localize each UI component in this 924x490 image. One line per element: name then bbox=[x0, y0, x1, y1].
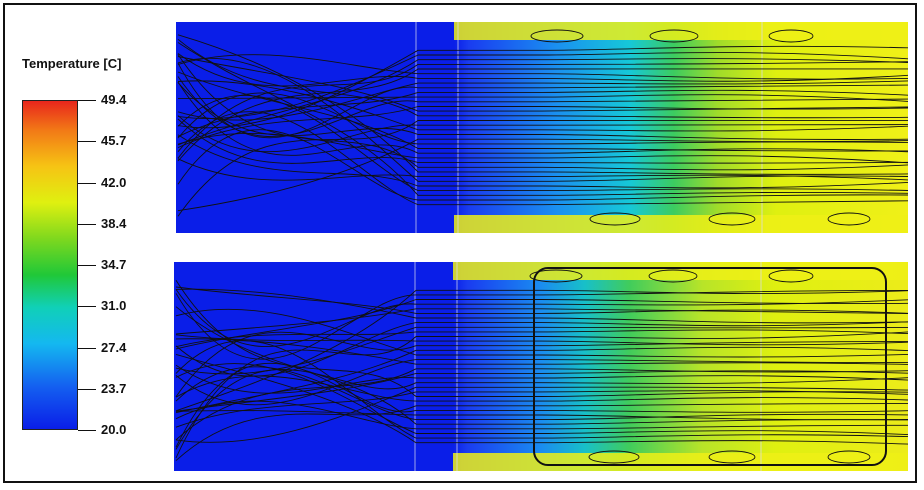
streamline bbox=[177, 118, 908, 164]
streamline bbox=[175, 375, 908, 402]
streamline bbox=[175, 359, 908, 406]
streamline bbox=[175, 289, 908, 412]
streamline bbox=[177, 115, 908, 153]
streamline bbox=[177, 62, 908, 138]
streamline bbox=[177, 129, 908, 201]
streamline bbox=[177, 111, 908, 206]
recirculation-loop bbox=[649, 29, 699, 43]
streamlines bbox=[177, 29, 908, 226]
colorbar-tick-label: 23.7 bbox=[101, 381, 127, 396]
colorbar-tick bbox=[78, 100, 96, 101]
recirculation-loop bbox=[533, 267, 887, 466]
bottom-simulation-panel bbox=[174, 262, 908, 471]
streamline bbox=[175, 308, 908, 335]
streamline bbox=[175, 340, 908, 439]
temperature-colorbar bbox=[22, 100, 78, 430]
colorbar-tick-label: 34.7 bbox=[101, 257, 127, 272]
streamline bbox=[175, 286, 908, 314]
streamline bbox=[175, 306, 908, 425]
streamline bbox=[177, 80, 908, 132]
streamline bbox=[175, 362, 908, 448]
streamlines bbox=[175, 267, 908, 466]
streamline bbox=[177, 134, 908, 189]
recirculation-loop bbox=[708, 450, 756, 464]
streamline bbox=[175, 334, 908, 346]
recirculation-loop bbox=[768, 29, 814, 43]
colorbar-tick-label: 38.4 bbox=[101, 216, 127, 231]
wall-heat-band bbox=[453, 262, 908, 280]
colorbar-tick bbox=[78, 306, 96, 307]
streamline bbox=[175, 299, 908, 350]
streamline bbox=[175, 338, 908, 365]
colorbar-tick bbox=[78, 265, 96, 266]
recirculation-loop bbox=[648, 269, 698, 283]
streamline bbox=[175, 366, 908, 421]
streamline bbox=[175, 364, 908, 394]
colorbar-tick bbox=[78, 183, 96, 184]
streamline bbox=[175, 289, 908, 360]
streamline bbox=[177, 45, 908, 129]
streamline bbox=[175, 363, 908, 436]
streamline bbox=[177, 89, 908, 138]
streamline bbox=[177, 42, 908, 196]
streamline bbox=[175, 331, 908, 398]
streamline bbox=[175, 321, 908, 377]
streamline bbox=[177, 53, 908, 87]
streamline bbox=[175, 403, 908, 461]
streamline bbox=[177, 54, 908, 80]
colorbar-tick-label: 42.0 bbox=[101, 175, 127, 190]
streamline bbox=[175, 386, 908, 443]
streamline bbox=[177, 133, 908, 164]
streamline bbox=[175, 370, 908, 412]
streamline bbox=[175, 390, 908, 428]
streamline bbox=[177, 94, 908, 102]
streamline bbox=[177, 92, 908, 145]
streamline bbox=[175, 288, 908, 324]
streamline bbox=[177, 95, 908, 192]
colorbar-tick bbox=[78, 348, 96, 349]
streamline bbox=[177, 81, 908, 156]
streamline bbox=[175, 353, 908, 445]
streamline bbox=[175, 369, 908, 450]
colorbar-tick-label: 27.4 bbox=[101, 340, 127, 355]
panel-bottom-field bbox=[174, 262, 908, 471]
recirculation-loop bbox=[588, 450, 640, 464]
recirculation-loop bbox=[589, 212, 641, 226]
wall-heat-band bbox=[454, 22, 908, 40]
top-simulation-panel bbox=[176, 22, 908, 233]
panel-top-field bbox=[176, 22, 908, 233]
streamline bbox=[175, 308, 908, 358]
streamline bbox=[177, 57, 908, 182]
streamline bbox=[177, 80, 908, 121]
recirculation-loop bbox=[708, 212, 756, 226]
streamline bbox=[177, 34, 908, 175]
legend-title: Temperature [C] bbox=[22, 56, 122, 71]
colorbar-tick-label: 49.4 bbox=[101, 92, 127, 107]
streamline bbox=[177, 158, 908, 181]
streamline bbox=[175, 400, 908, 430]
recirculation-loop bbox=[768, 269, 814, 283]
colorbar-tick-label: 20.0 bbox=[101, 422, 127, 437]
colorbar-tick bbox=[78, 224, 96, 225]
colorbar-tick bbox=[78, 389, 96, 390]
streamline bbox=[177, 71, 908, 152]
streamline bbox=[177, 52, 908, 120]
colorbar-tick-label: 45.7 bbox=[101, 133, 127, 148]
recirculation-loop bbox=[827, 450, 871, 464]
streamline bbox=[177, 38, 908, 119]
wall-heat-band bbox=[453, 453, 908, 471]
recirculation-loop bbox=[529, 269, 583, 283]
colorbar-tick-label: 31.0 bbox=[101, 298, 127, 313]
streamline bbox=[175, 329, 908, 348]
streamline bbox=[175, 289, 908, 348]
streamline bbox=[175, 331, 908, 459]
recirculation-loop bbox=[530, 29, 584, 43]
colorbar-tick bbox=[78, 430, 96, 431]
streamline bbox=[175, 280, 908, 397]
streamline bbox=[175, 410, 908, 421]
colorbar-tick bbox=[78, 141, 96, 142]
recirculation-loop bbox=[827, 212, 871, 226]
wall-heat-band bbox=[454, 215, 908, 233]
